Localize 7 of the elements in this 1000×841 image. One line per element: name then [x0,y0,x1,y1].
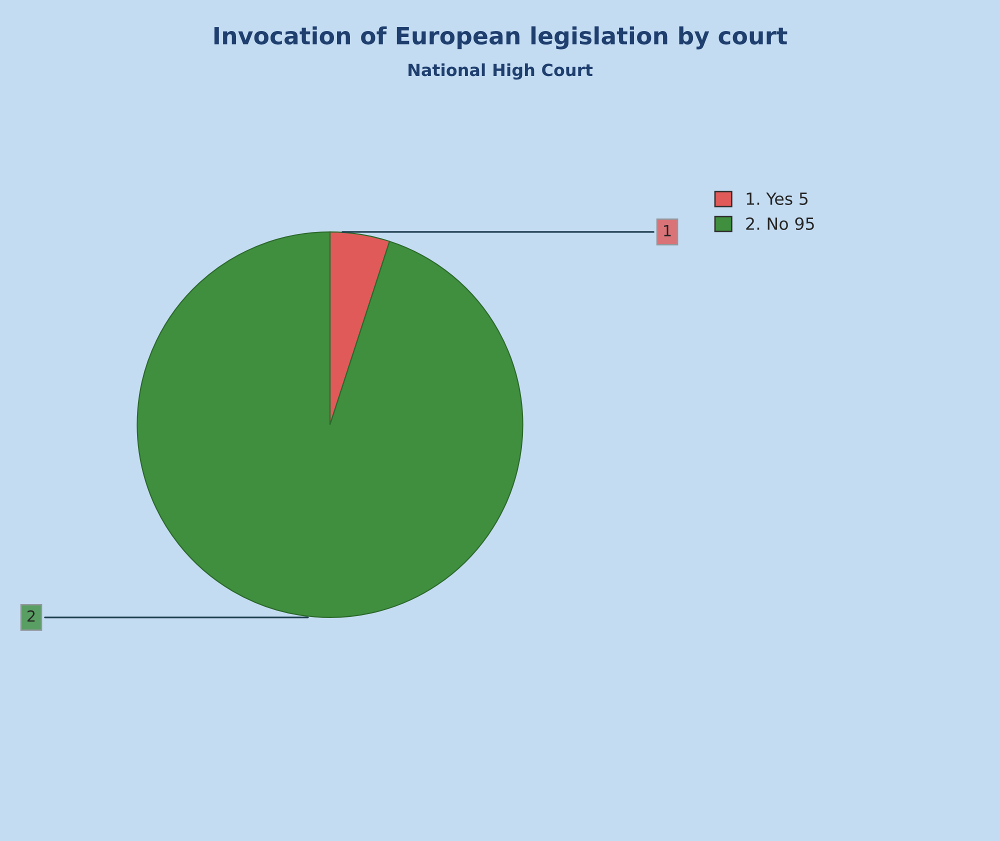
chart-title: Invocation of European legislation by court [214,26,788,50]
text: 1 [664,225,671,236]
text: 2 [28,610,35,622]
chart-subtitle: National High Court [408,63,593,80]
legend-label: 2. No 95 [746,217,814,230]
pie-slice [136,231,524,618]
legend-label: 1. Yes 5 [746,192,808,206]
